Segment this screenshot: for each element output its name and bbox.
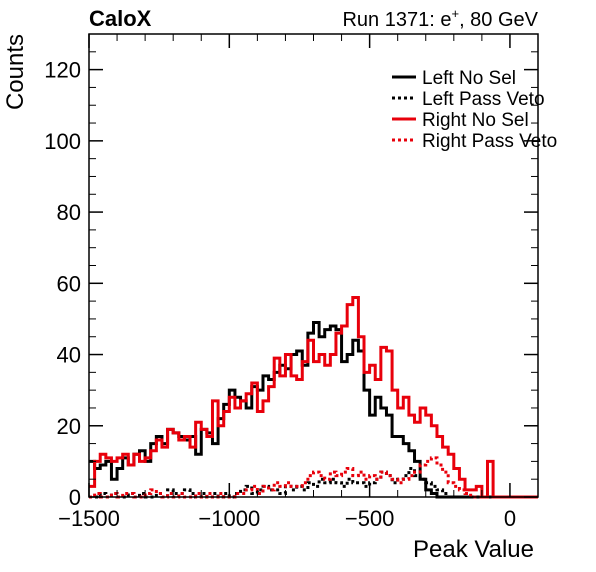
y-tick-label: 40 [57, 343, 81, 368]
series-line-left-pass-veto [89, 467, 538, 499]
legend-label: Right No Sel [422, 110, 529, 131]
series-layer [89, 296, 538, 499]
x-tick-label: 0 [504, 506, 516, 531]
header-run-info: Run 1371: e+, 80 GeV [342, 6, 538, 31]
x-tick-label: −500 [345, 506, 395, 531]
y-tick-label: 120 [44, 58, 81, 83]
x-tick-label: −1000 [198, 506, 260, 531]
y-tick-label: 0 [69, 485, 81, 510]
y-tick-label: 60 [57, 271, 81, 296]
legend-label: Left No Sel [422, 68, 516, 89]
legend-label: Right Pass Veto [422, 131, 557, 152]
series-line-right-no-sel [89, 296, 538, 499]
plot-frame [88, 33, 539, 498]
header-run-tail: , 80 GeV [459, 9, 539, 31]
y-tick-label: 100 [44, 129, 81, 154]
header-experiment: CaloX [89, 6, 152, 31]
y-axis-title: Counts [2, 34, 29, 110]
legend-label: Left Pass Veto [422, 89, 545, 110]
header-run-text: Run 1371: e [342, 9, 451, 31]
ticks-layer: 0 20 40 60 80 100 120 −1500 −1000 −500 0 [44, 33, 539, 531]
x-tick-label: −1500 [58, 506, 120, 531]
y-tick-label: 80 [57, 200, 81, 225]
x-axis-title: Peak Value [413, 536, 534, 563]
header-run-superscript: + [451, 6, 459, 21]
y-tick-label: 20 [57, 414, 81, 439]
